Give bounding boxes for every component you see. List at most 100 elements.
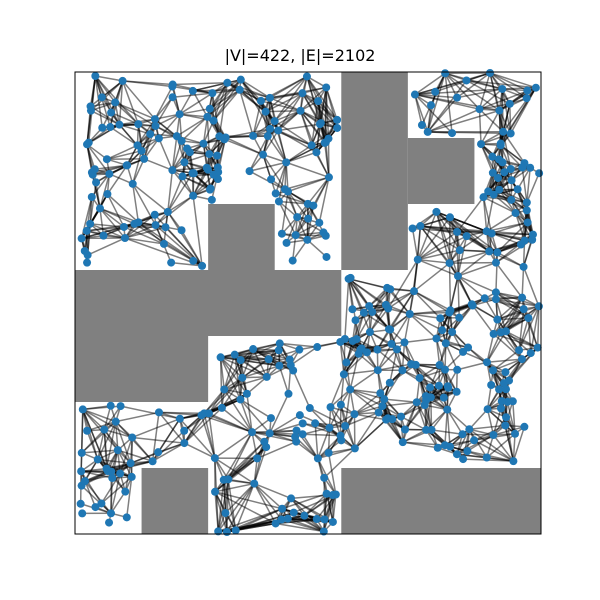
obstacle-top-middle-notch <box>341 72 408 138</box>
graph-node <box>312 148 321 157</box>
graph-node <box>151 121 160 130</box>
graph-edge <box>318 177 330 223</box>
graph-edge <box>158 411 185 444</box>
graph-node <box>283 514 292 523</box>
graph-edge <box>106 193 139 223</box>
graph-edge <box>109 126 138 146</box>
graph-edge <box>444 409 449 446</box>
graph-node <box>445 213 454 222</box>
graph-node <box>213 151 222 160</box>
graph-edge <box>143 158 173 171</box>
graph-edge <box>409 313 437 340</box>
graph-node <box>249 345 258 354</box>
graph-edge <box>240 79 271 99</box>
graph-edge <box>179 418 216 459</box>
graph-edge <box>500 144 523 169</box>
graph-edge <box>99 208 105 236</box>
graph-edge <box>269 97 301 112</box>
graph-node <box>459 455 468 464</box>
graph-edge <box>486 409 495 436</box>
graph-node <box>376 389 385 398</box>
graph-node <box>120 234 129 243</box>
graph-edge <box>426 73 446 133</box>
graph-node <box>134 120 143 129</box>
graph-edge <box>512 401 516 434</box>
graph-edge <box>306 76 338 129</box>
graph-node <box>102 155 111 164</box>
graph-node <box>465 425 474 434</box>
graph-edge <box>414 72 446 96</box>
graph-node <box>417 121 426 130</box>
graph-edge <box>493 194 517 214</box>
graph-node <box>433 443 442 452</box>
graph-edge <box>99 207 139 224</box>
graph-node <box>154 134 163 143</box>
graph-edge <box>301 92 338 129</box>
graph-edge <box>482 196 493 234</box>
graph-node <box>320 515 329 524</box>
graph-node <box>274 197 283 206</box>
graph-edge <box>309 407 330 429</box>
graph-edge <box>90 223 125 228</box>
graph-edge <box>369 331 392 345</box>
graph-edge <box>131 183 140 223</box>
graph-node <box>287 494 296 503</box>
graph-edge <box>317 447 356 460</box>
graph-node <box>220 135 229 144</box>
graph-node <box>97 499 106 508</box>
graph-edge <box>171 261 203 267</box>
graph-edge <box>504 401 514 426</box>
graph-edge <box>129 437 133 464</box>
graph-node <box>479 193 488 202</box>
graph-node <box>487 229 496 238</box>
graph-node <box>311 419 320 428</box>
graph-node <box>533 343 542 352</box>
graph-node <box>408 224 417 233</box>
graph-node <box>483 405 492 414</box>
graph-edge <box>252 97 271 137</box>
graph-edge <box>110 473 121 514</box>
graph-node <box>122 161 131 170</box>
graph-node <box>189 191 198 200</box>
graph-edge <box>214 431 253 459</box>
graph-edge <box>449 439 475 448</box>
graph-edge <box>278 200 308 205</box>
graph-edge <box>103 405 122 431</box>
graph-node <box>300 511 309 520</box>
graph-node <box>484 187 493 196</box>
graph-edge <box>80 470 97 508</box>
graph-edge <box>325 87 338 121</box>
graph-edge <box>443 369 446 398</box>
graph-edge <box>448 263 452 311</box>
graph-edge <box>132 158 145 185</box>
graph-node <box>253 454 262 463</box>
graph-edge <box>344 278 350 340</box>
graph-edge <box>327 452 337 495</box>
graph-node <box>161 223 170 232</box>
graph-node <box>498 84 507 93</box>
graph-edge <box>486 212 516 232</box>
graph-edge <box>478 88 503 110</box>
graph-node <box>223 78 232 87</box>
graph-edge <box>103 405 112 430</box>
graph-node <box>489 329 498 338</box>
graph-node <box>189 256 198 265</box>
graph-edge <box>349 353 360 390</box>
graph-node <box>493 315 502 324</box>
graph-edge <box>269 86 327 99</box>
graph-node <box>462 76 471 85</box>
graph-edge <box>495 291 540 308</box>
graph-node <box>368 307 377 316</box>
graph-node <box>523 218 532 227</box>
graph-node <box>77 234 86 243</box>
graph-edge <box>124 224 156 239</box>
graph-node <box>275 339 284 348</box>
graph-node <box>520 422 529 431</box>
graph-edge <box>317 100 330 139</box>
graph-node <box>256 96 265 105</box>
graph-edge <box>497 177 512 201</box>
graph-edge <box>306 76 321 125</box>
graph-edge <box>489 72 537 89</box>
graph-node <box>264 355 273 364</box>
graph-node <box>292 426 301 435</box>
